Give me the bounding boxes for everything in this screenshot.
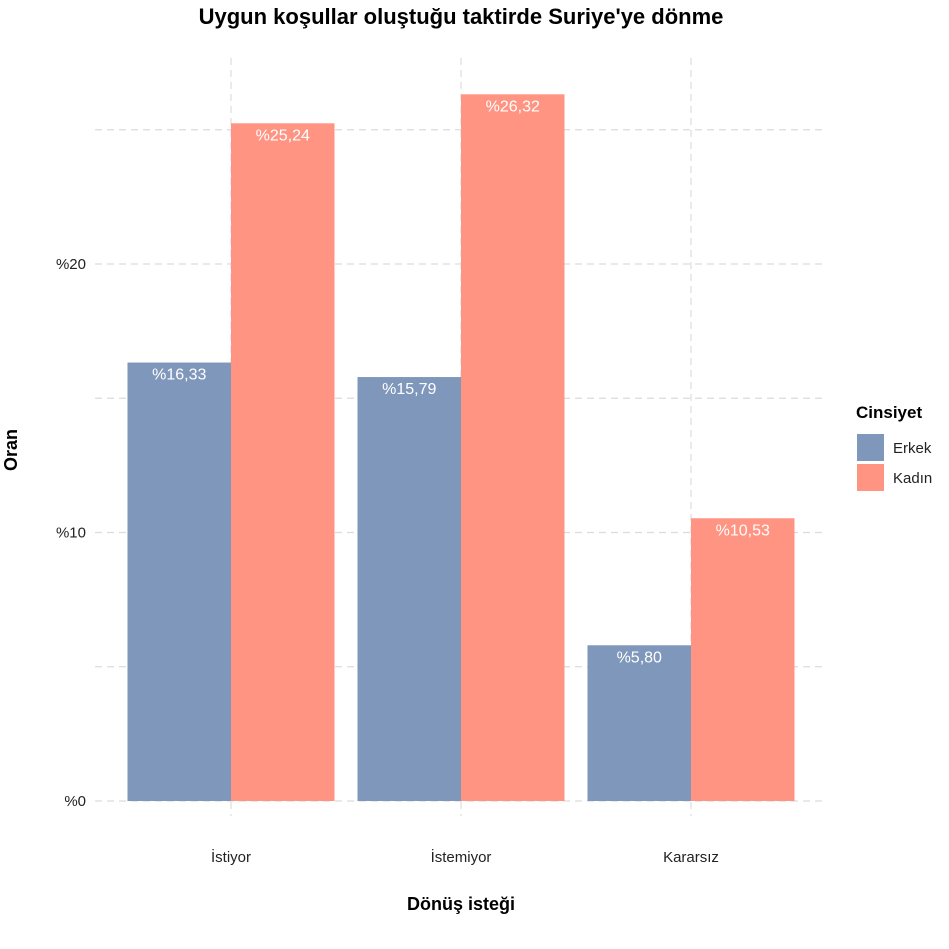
bar-erkek-3 [587, 645, 691, 801]
bar-kadın-2 [461, 94, 565, 802]
bar-erkek-1 [127, 362, 231, 801]
legend-label-kadın: Kadın [893, 470, 932, 487]
bar-value-label: %16,33 [152, 367, 206, 384]
bar-kadın-1 [231, 123, 335, 801]
bar-value-label: %26,32 [486, 98, 540, 115]
legend-swatch-kadın [857, 464, 884, 491]
legend-label-erkek: Erkek [893, 440, 932, 457]
legend: Cinsiyet Erkek Kadın [856, 403, 932, 491]
x-axis-title: Dönüş isteği [407, 894, 515, 914]
bar-value-label: %5,80 [617, 649, 662, 666]
chart-title: Uygun koşullar oluştuğu taktirde Suriye'… [199, 4, 724, 29]
bar-value-label: %25,24 [256, 127, 310, 144]
bar-value-label: %15,79 [382, 381, 436, 398]
x-tick-label: Kararsız [663, 849, 719, 866]
y-tick-label: %20 [56, 256, 86, 273]
legend-swatch-erkek [857, 434, 884, 461]
bars: %16,33 %15,79 %5,80 %25,24 %26,32 %10,53 [127, 94, 795, 802]
y-axis-ticks: %0 %10 %20 [56, 256, 86, 810]
bar-erkek-2 [357, 377, 461, 801]
x-axis-ticks: İstiyor İstemiyor Kararsız [211, 848, 719, 866]
bar-kadın-3 [691, 518, 795, 801]
y-tick-label: %10 [56, 525, 86, 542]
x-tick-label: İstiyor [211, 848, 251, 866]
x-tick-label: İstemiyor [431, 848, 492, 866]
y-tick-label: %0 [64, 793, 86, 810]
legend-title: Cinsiyet [856, 403, 922, 422]
y-axis-title: Oran [1, 429, 21, 471]
bar-value-label: %10,53 [716, 522, 770, 539]
